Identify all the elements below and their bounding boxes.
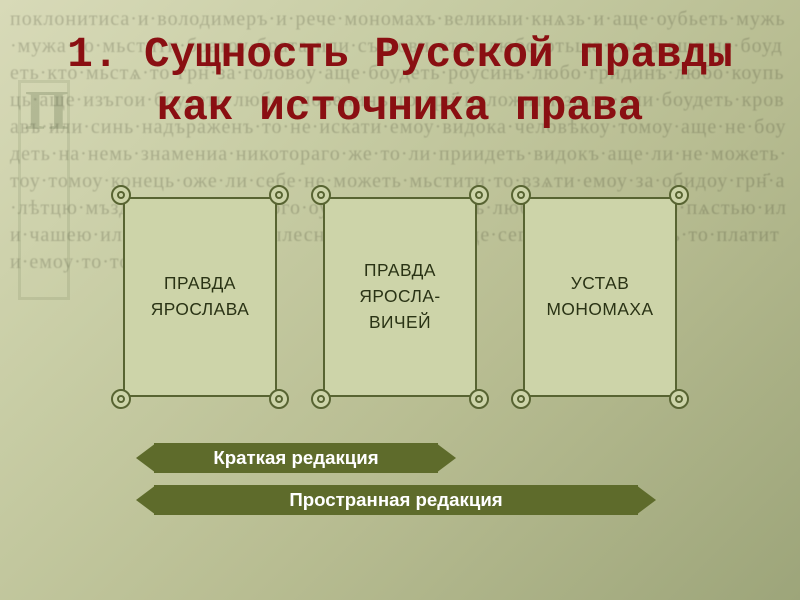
slide-title: 1. Сущность Русской правды как источника… — [0, 0, 800, 135]
scroll-ustav-monomakha: УСТАВМОНОМАХА — [513, 181, 687, 413]
curl-icon — [669, 185, 689, 205]
scroll-label: ПРАВДАЯРОСЛА-ВИЧЕЙ — [359, 258, 440, 336]
scrolls-row: ПРАВДАЯРОСЛАВА ПРАВДАЯРОСЛА-ВИЧЕЙ УСТАВМ… — [0, 181, 800, 413]
scroll-pravda-yaroslavichei: ПРАВДАЯРОСЛА-ВИЧЕЙ — [313, 181, 487, 413]
scroll-body: ПРАВДАЯРОСЛА-ВИЧЕЙ — [323, 197, 477, 397]
arrow-head-right-icon — [436, 443, 456, 473]
curl-icon — [511, 185, 531, 205]
curl-icon — [269, 389, 289, 409]
curl-icon — [111, 389, 131, 409]
curl-icon — [311, 185, 331, 205]
curl-icon — [269, 185, 289, 205]
slide-content: 1. Сущность Русской правды как источника… — [0, 0, 800, 600]
curl-icon — [311, 389, 331, 409]
curl-icon — [469, 389, 489, 409]
arrow-head-left-icon — [136, 443, 156, 473]
title-line-1: 1. Сущность Русской правды — [0, 28, 800, 81]
arrow-short-edition: Краткая редакция — [136, 443, 456, 473]
arrow-head-left-icon — [136, 485, 156, 515]
scroll-body: ПРАВДАЯРОСЛАВА — [123, 197, 277, 397]
arrow-label: Пространная редакция — [289, 489, 502, 511]
arrow-extended-edition: Пространная редакция — [136, 485, 656, 515]
scroll-body: УСТАВМОНОМАХА — [523, 197, 677, 397]
curl-icon — [469, 185, 489, 205]
scroll-label: УСТАВМОНОМАХА — [546, 271, 653, 323]
curl-icon — [511, 389, 531, 409]
curl-icon — [669, 389, 689, 409]
arrow-head-right-icon — [636, 485, 656, 515]
arrows-column: Краткая редакция Пространная редакция — [0, 443, 800, 515]
scroll-label: ПРАВДАЯРОСЛАВА — [151, 271, 250, 323]
scroll-pravda-yaroslava: ПРАВДАЯРОСЛАВА — [113, 181, 287, 413]
curl-icon — [111, 185, 131, 205]
arrow-label: Краткая редакция — [213, 447, 378, 469]
title-line-2: как источника права — [0, 81, 800, 134]
